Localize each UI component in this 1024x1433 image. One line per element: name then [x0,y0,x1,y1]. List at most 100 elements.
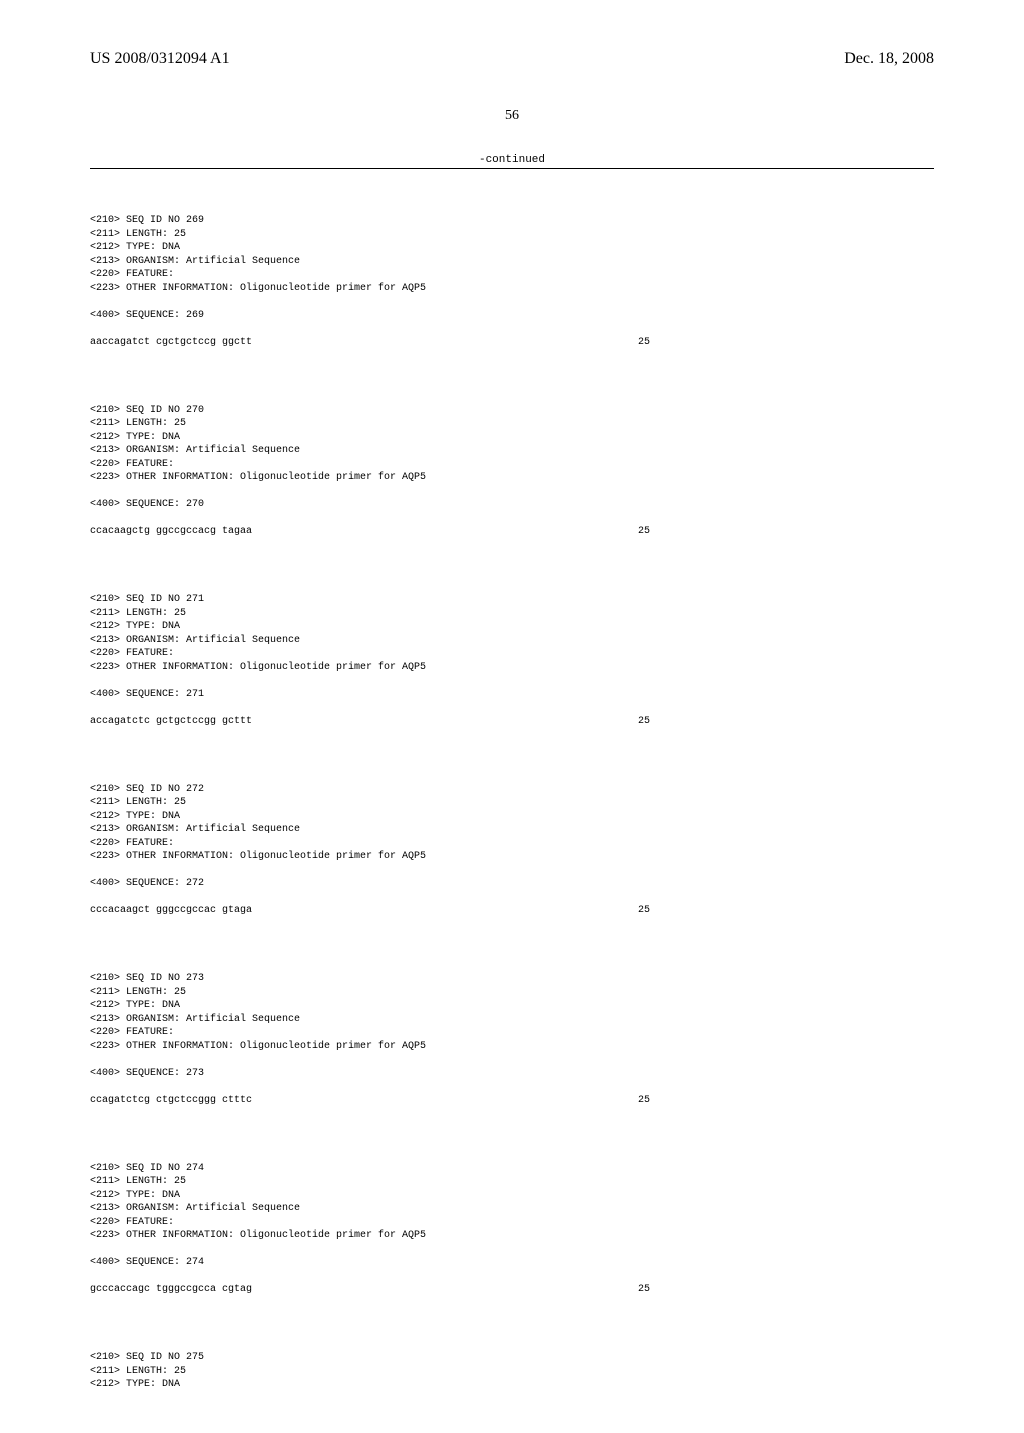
sequence-text: accagatctc gctgctccgg gcttt [90,715,252,729]
seq-block: <210> SEQ ID NO 272 <211> LENGTH: 25 <21… [90,769,934,931]
sequence-label: <400> SEQUENCE: [90,1257,186,1268]
other-info-label: <223> OTHER INFORMATION: [90,1230,240,1241]
seq-id-value: 269 [186,215,204,226]
sequence-num: 269 [186,310,204,321]
seq-id-value: 275 [186,1352,204,1363]
organism-value: Artificial Sequence [186,635,300,646]
sequence-num: 274 [186,1257,204,1268]
type-label: <212> TYPE: [90,1000,162,1011]
other-info-value: Oligonucleotide primer for AQP5 [240,472,426,483]
sequence-label: <400> SEQUENCE: [90,310,186,321]
seq-id-label: <210> SEQ ID NO [90,215,186,226]
seq-id-label: <210> SEQ ID NO [90,594,186,605]
other-info-label: <223> OTHER INFORMATION: [90,283,240,294]
seq-block: <210> SEQ ID NO 274 <211> LENGTH: 25 <21… [90,1148,934,1310]
organism-value: Artificial Sequence [186,1014,300,1025]
sequence-label: <400> SEQUENCE: [90,1068,186,1079]
sequence-num: 271 [186,689,204,700]
seq-id-label: <210> SEQ ID NO [90,973,186,984]
organism-value: Artificial Sequence [186,824,300,835]
feature-label: <220> FEATURE: [90,1027,174,1038]
length-value: 25 [174,418,186,429]
sequence-num: 270 [186,499,204,510]
sequence-length: 25 [638,1094,650,1108]
type-value: DNA [162,811,180,822]
sequence-label: <400> SEQUENCE: [90,689,186,700]
length-value: 25 [174,608,186,619]
type-value: DNA [162,1190,180,1201]
seq-block-partial: <210> SEQ ID NO 275 <211> LENGTH: 25 <21… [90,1338,934,1392]
sequence-line: cccacaagct gggccgccac gtaga25 [90,904,650,918]
seq-id-label: <210> SEQ ID NO [90,1352,186,1363]
other-info-value: Oligonucleotide primer for AQP5 [240,662,426,673]
length-label: <211> LENGTH: [90,229,174,240]
seq-id-label: <210> SEQ ID NO [90,405,186,416]
sequence-label: <400> SEQUENCE: [90,878,186,889]
seq-block: <210> SEQ ID NO 270 <211> LENGTH: 25 <21… [90,390,934,552]
other-info-label: <223> OTHER INFORMATION: [90,1041,240,1052]
page-number: 56 [90,108,934,124]
type-value: DNA [162,621,180,632]
patent-number: US 2008/0312094 A1 [90,50,230,68]
organism-label: <213> ORGANISM: [90,1203,186,1214]
sequence-text: ccacaagctg ggccgccacg tagaa [90,525,252,539]
type-label: <212> TYPE: [90,432,162,443]
feature-label: <220> FEATURE: [90,648,174,659]
length-label: <211> LENGTH: [90,797,174,808]
other-info-label: <223> OTHER INFORMATION: [90,662,240,673]
sequence-line: gcccaccagc tgggccgcca cgtag 25 [90,1283,650,1297]
publication-date: Dec. 18, 2008 [844,50,934,68]
type-value: DNA [162,1000,180,1011]
continued-label: -continued [90,154,934,166]
length-value: 25 [174,797,186,808]
organism-value: Artificial Sequence [186,256,300,267]
sequence-num: 272 [186,878,204,889]
type-value: DNA [162,1379,180,1390]
length-value: 25 [174,1366,186,1377]
page: US 2008/0312094 A1 Dec. 18, 2008 56 -con… [0,0,1024,1320]
type-value: DNA [162,242,180,253]
sequence-length: 25 [638,1283,650,1297]
organism-label: <213> ORGANISM: [90,824,186,835]
sequence-text: aaccagatct cgctgctccg ggctt [90,336,252,350]
length-label: <211> LENGTH: [90,987,174,998]
type-label: <212> TYPE: [90,621,162,632]
sequence-label: <400> SEQUENCE: [90,499,186,510]
other-info-label: <223> OTHER INFORMATION: [90,472,240,483]
page-header: US 2008/0312094 A1 Dec. 18, 2008 [90,50,934,68]
organism-label: <213> ORGANISM: [90,1014,186,1025]
seq-block: <210> SEQ ID NO 269 <211> LENGTH: 25 <21… [90,201,934,363]
sequence-text: gcccaccagc tgggccgcca cgtag [90,1283,252,1297]
seq-id-value: 270 [186,405,204,416]
other-info-value: Oligonucleotide primer for AQP5 [240,851,426,862]
seq-id-value: 273 [186,973,204,984]
seq-block: <210> SEQ ID NO 271 <211> LENGTH: 25 <21… [90,580,934,742]
other-info-value: Oligonucleotide primer for AQP5 [240,283,426,294]
sequence-length: 25 [638,715,650,729]
sequence-length: 25 [638,336,650,350]
seq-id-label: <210> SEQ ID NO [90,1163,186,1174]
organism-label: <213> ORGANISM: [90,635,186,646]
type-label: <212> TYPE: [90,811,162,822]
length-value: 25 [174,229,186,240]
sequence-length: 25 [638,525,650,539]
other-info-label: <223> OTHER INFORMATION: [90,851,240,862]
sequence-text: ccagatctcg ctgctccggg ctttc [90,1094,252,1108]
sequence-line: accagatctc gctgctccgg gcttt 25 [90,715,650,729]
organism-label: <213> ORGANISM: [90,256,186,267]
sequence-text: cccacaagct gggccgccac gtaga [90,904,252,918]
length-label: <211> LENGTH: [90,608,174,619]
feature-label: <220> FEATURE: [90,1217,174,1228]
type-label: <212> TYPE: [90,1379,162,1390]
type-value: DNA [162,432,180,443]
sequence-listing: <210> SEQ ID NO 269 <211> LENGTH: 25 <21… [90,187,934,1433]
sequence-line: ccacaagctg ggccgccacg tagaa 25 [90,525,650,539]
length-label: <211> LENGTH: [90,418,174,429]
divider [90,168,934,169]
seq-id-value: 274 [186,1163,204,1174]
seq-id-value: 272 [186,784,204,795]
organism-value: Artificial Sequence [186,445,300,456]
length-value: 25 [174,987,186,998]
type-label: <212> TYPE: [90,1190,162,1201]
other-info-value: Oligonucleotide primer for AQP5 [240,1041,426,1052]
